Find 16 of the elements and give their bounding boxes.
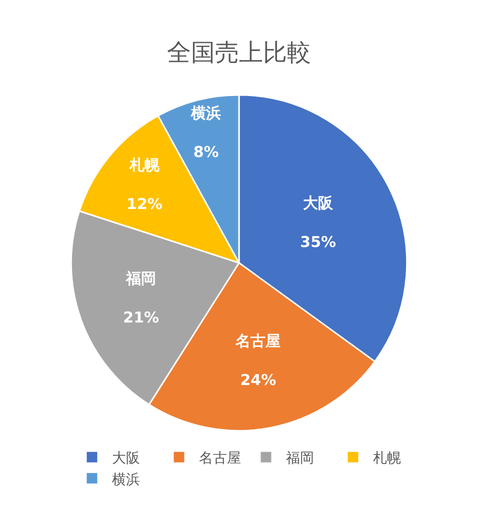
chart-title: 全国売上比較	[167, 38, 311, 66]
slice-label: 大阪	[303, 194, 334, 212]
legend-label: 大阪	[112, 450, 140, 467]
data-label: 35%	[300, 233, 336, 252]
legend-label: 名古屋	[199, 450, 241, 467]
data-label: 12%	[126, 195, 162, 214]
data-label: 21%	[123, 308, 160, 327]
legend-label: 福岡	[286, 450, 314, 467]
data-label: 24%	[240, 371, 276, 390]
slice-label: 横浜	[190, 104, 222, 122]
legend-label: 横浜	[112, 472, 140, 488]
slice-label: 名古屋	[234, 332, 281, 350]
slice-label: 札幌	[128, 156, 160, 174]
slice-label: 福岡	[125, 270, 156, 288]
legend-label: 札幌	[373, 450, 401, 467]
data-label: 8%	[193, 143, 219, 162]
